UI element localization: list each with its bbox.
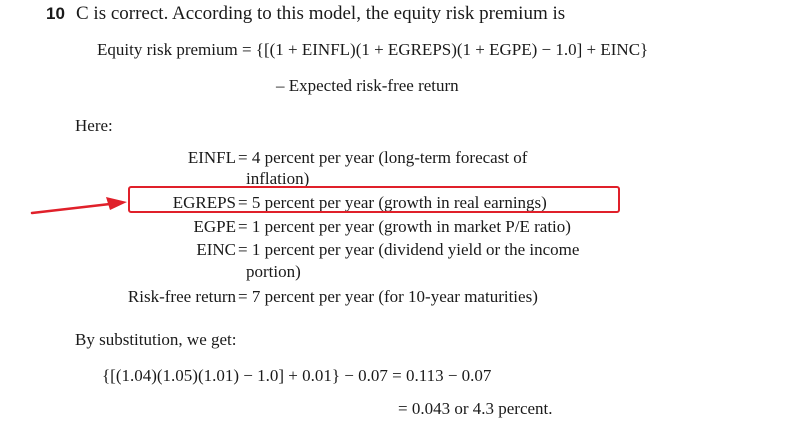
substitution-line-2: = 0.043 or 4.3 percent. <box>398 399 553 418</box>
definition-term-egreps: EGREPS <box>172 193 236 212</box>
definition-value-egpe: = 1 percent per year (growth in market P… <box>238 217 571 236</box>
highlight-box <box>128 186 620 213</box>
question-number: 10 <box>46 4 65 23</box>
formula-expression-close: ] + EINC} <box>576 40 649 59</box>
red-arrow-icon <box>30 197 127 215</box>
here-label: Here: <box>75 116 113 135</box>
definition-value-egreps: = 5 percent per year (growth in real ear… <box>238 193 547 212</box>
definition-value-risk-free: = 7 percent per year (for 10-year maturi… <box>238 287 538 306</box>
substitution-label: By substitution, we get: <box>75 330 237 349</box>
definition-term-einfl: EINFL <box>187 148 236 167</box>
definition-continuation-einfl: inflation) <box>246 169 310 188</box>
substitution-line-1: {[(1.04)(1.05)(1.01) − 1.0] + 0.01} − 0.… <box>102 366 492 385</box>
definition-term-einc: EINC <box>196 240 236 259</box>
definition-term-egpe: EGPE <box>193 217 237 236</box>
definition-value-einc: = 1 percent per year (dividend yield or … <box>238 240 580 259</box>
definition-value-einfl: = 4 percent per year (long-term forecast… <box>238 148 528 167</box>
formula-label: Equity risk premium = <box>97 40 252 59</box>
answer-intro: C is correct. According to this model, t… <box>76 3 566 24</box>
definition-continuation-einc: portion) <box>246 262 301 281</box>
formula-line-1: Equity risk premium = {[(1 + EINFL)(1 + … <box>97 40 648 60</box>
definition-term-risk-free: Risk-free return <box>127 287 236 306</box>
formula-expression-open: {[(1 + EINFL)(1 + EGREPS)(1 + EGPE) − 1.… <box>255 40 577 59</box>
formula-line-2: – Expected risk-free return <box>276 76 459 95</box>
